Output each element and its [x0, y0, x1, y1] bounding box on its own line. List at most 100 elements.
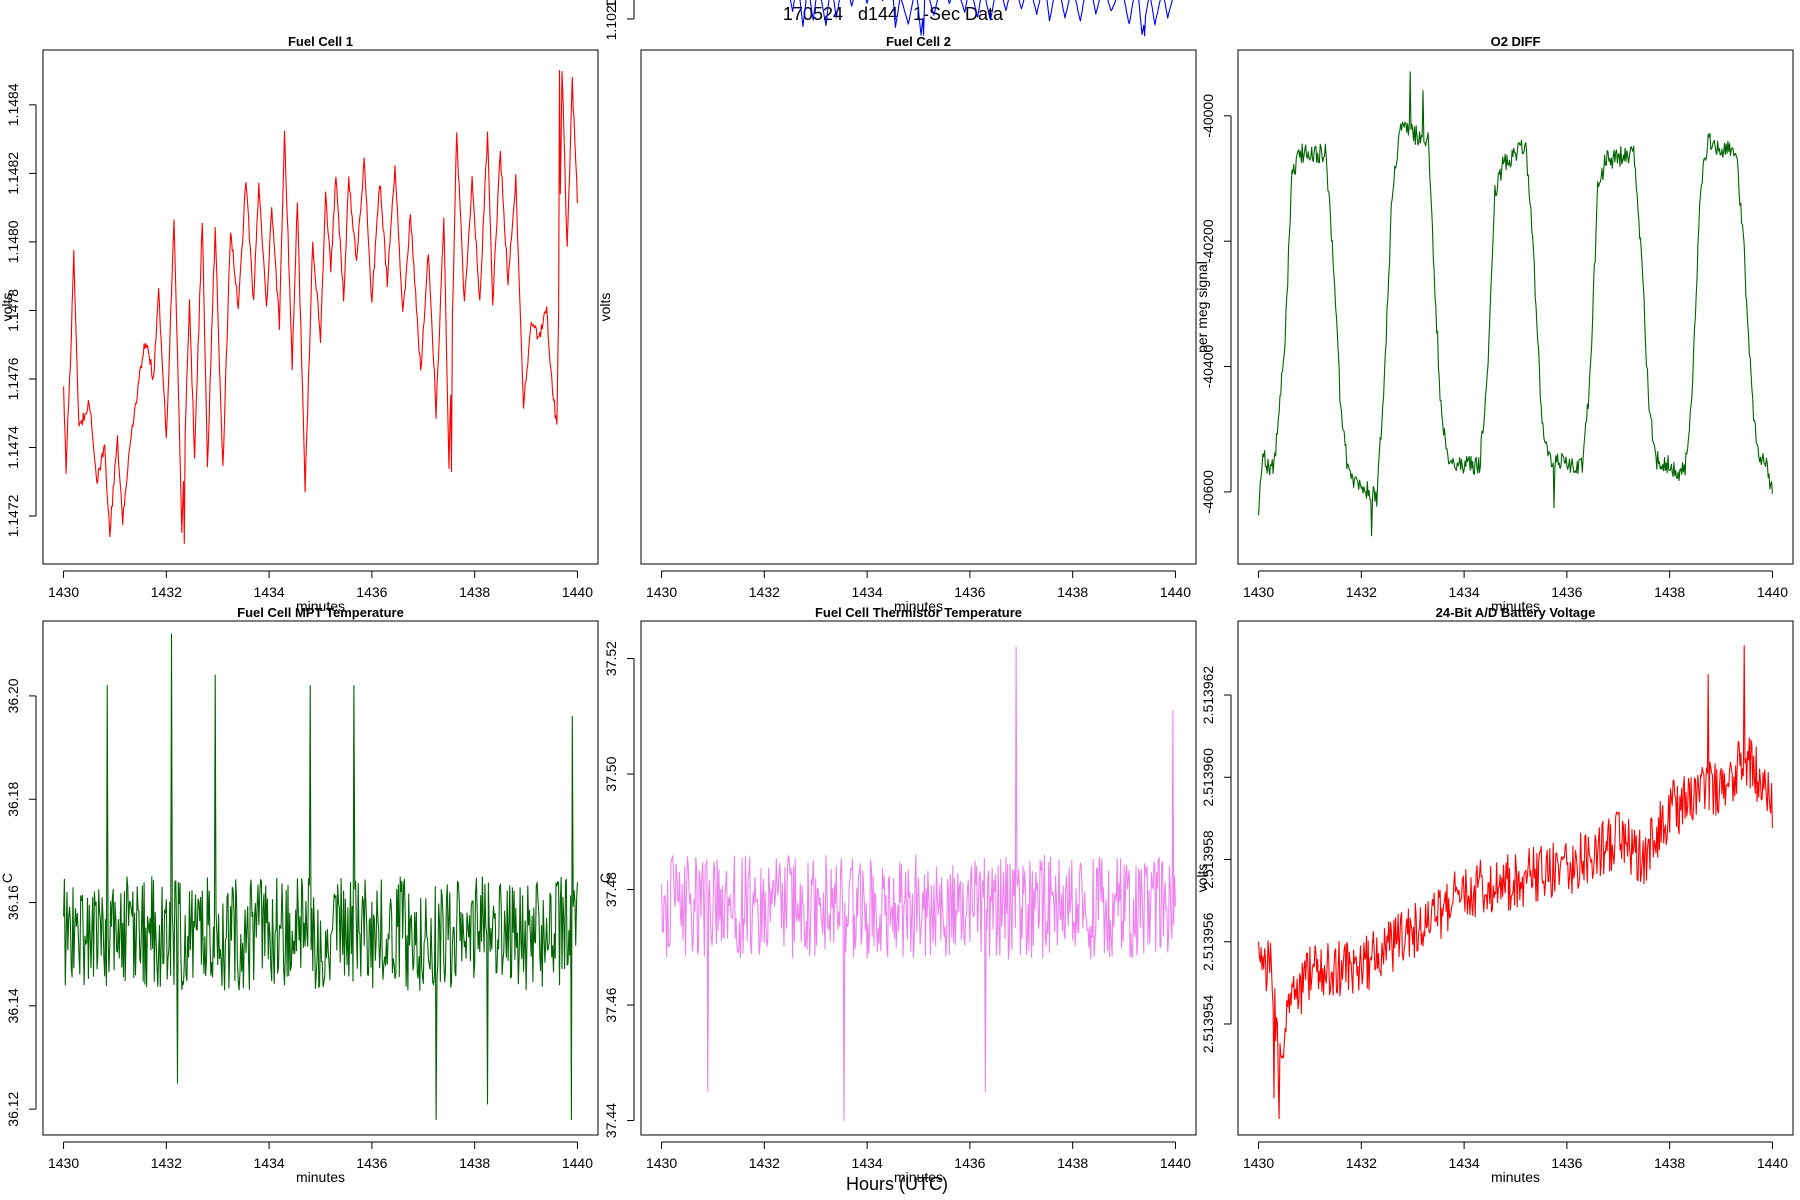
x-tick-label: 1432	[151, 1155, 182, 1171]
x-tick-label: 1436	[954, 584, 985, 600]
x-axis-label: minutes	[894, 598, 943, 614]
plot-frame	[640, 620, 1197, 1136]
y-axis-label: volts	[0, 293, 15, 322]
y-axis-label: per meg signal	[1194, 261, 1210, 353]
y-tick-label: 36.18	[5, 781, 21, 816]
y-tick-label: 1.1484	[5, 83, 21, 126]
panel-title: Fuel Cell Thermistor Temperature	[815, 605, 1022, 620]
x-tick-label: 1434	[1449, 584, 1480, 600]
x-tick-label: 1440	[562, 1155, 593, 1171]
x-tick-label: 1432	[151, 584, 182, 600]
plot-frame	[1237, 49, 1794, 565]
y-axis-label: volts	[1194, 864, 1210, 893]
x-tick-label: 1436	[356, 1155, 387, 1171]
y-tick-label: 2.513962	[1200, 666, 1216, 725]
x-tick-label: 1432	[1346, 584, 1377, 600]
y-tick-label: -40400	[1200, 345, 1216, 389]
y-tick-label: 37.52	[603, 641, 619, 676]
x-axis-label: minutes	[1491, 598, 1540, 614]
x-tick-label: 1440	[1757, 584, 1788, 600]
data-series-line	[1258, 645, 1773, 1120]
y-tick-label: 37.48	[603, 872, 619, 907]
panel-title: Fuel Cell 1	[288, 34, 353, 49]
x-axis-label: minutes	[894, 1169, 943, 1185]
x-tick-label: 1430	[1243, 1155, 1274, 1171]
x-tick-label: 1430	[48, 584, 79, 600]
plot-frame	[42, 620, 599, 1136]
y-tick-label: 1.1474	[5, 426, 21, 469]
x-tick-label: 1434	[254, 1155, 285, 1171]
y-tick-label: 36.20	[5, 678, 21, 713]
y-tick-label: 1.1478	[5, 289, 21, 332]
panel-title: 24-Bit A/D Battery Voltage	[1436, 605, 1596, 620]
data-series-line	[1258, 71, 1773, 537]
data-series-line	[661, 646, 1176, 1122]
y-tick-label: 1.1015	[603, 0, 619, 8]
y-axis-label: volts	[597, 293, 613, 322]
data-series-line	[789, 0, 1173, 37]
data-series-line	[63, 70, 578, 544]
x-tick-label: 1438	[1057, 1155, 1088, 1171]
panel-title: Fuel Cell 2	[886, 34, 951, 49]
x-tick-label: 1440	[1160, 1155, 1191, 1171]
x-tick-label: 1440	[1757, 1155, 1788, 1171]
x-tick-label: 1436	[1551, 584, 1582, 600]
y-tick-label: 2.513960	[1200, 748, 1216, 807]
panel-3: O2 DIFF 1430 1432 1434 1436 1438 1440 minutes -4…	[1194, 34, 1794, 614]
y-tick-label: 36.16	[5, 885, 21, 920]
x-tick-label: 1434	[1449, 1155, 1480, 1171]
plot-frame	[42, 49, 599, 565]
y-tick-label: 1.1020	[603, 0, 619, 40]
panel-5: Fuel Cell Thermistor Temperature 1430 1432…	[597, 605, 1197, 1185]
x-tick-label: 1436	[356, 584, 387, 600]
y-tick-label: 2.513956	[1200, 912, 1216, 971]
x-tick-label: 1436	[954, 1155, 985, 1171]
y-tick-label: -40000	[1200, 94, 1216, 138]
y-tick-label: 37.46	[603, 987, 619, 1022]
y-tick-label: 1.1482	[5, 152, 21, 195]
x-tick-label: 1434	[852, 1155, 883, 1171]
y-tick-label: 36.12	[5, 1091, 21, 1126]
x-tick-label: 1438	[1654, 584, 1685, 600]
x-tick-label: 1430	[646, 584, 677, 600]
y-tick-label: 2.513958	[1200, 830, 1216, 889]
y-tick-label: -40600	[1200, 470, 1216, 514]
y-tick-label: -40200	[1200, 219, 1216, 263]
panel-2: Fuel Cell 2 1430 1432 1434 1436 1438 1440 minut…	[597, 0, 1197, 614]
y-tick-label: 2.513954	[1200, 995, 1216, 1054]
x-tick-label: 1438	[459, 584, 490, 600]
panel-6: 24-Bit A/D Battery Voltage 1430 1432 1434 14…	[1194, 605, 1794, 1185]
x-tick-label: 1438	[1057, 584, 1088, 600]
x-tick-label: 1430	[646, 1155, 677, 1171]
x-tick-label: 1438	[1654, 1155, 1685, 1171]
y-tick-label: 36.14	[5, 988, 21, 1023]
y-tick-label: 1.1480	[5, 220, 21, 263]
x-axis-label: minutes	[296, 598, 345, 614]
plot-frame	[1237, 620, 1794, 1136]
data-series-line	[63, 633, 578, 1121]
plot-frame	[640, 49, 1197, 565]
panel-title: O2 DIFF	[1491, 34, 1541, 49]
x-tick-label: 1432	[1346, 1155, 1377, 1171]
x-tick-label: 1430	[48, 1155, 79, 1171]
y-axis-label: C	[597, 873, 613, 883]
figure-bottom-label: Hours (UTC)	[846, 1174, 948, 1194]
panel-4: Fuel Cell MPT Temperature 1430 1432 1434 143…	[0, 605, 599, 1185]
y-axis-label: C	[0, 873, 15, 883]
panel-title: Fuel Cell MPT Temperature	[237, 605, 404, 620]
x-tick-label: 1436	[1551, 1155, 1582, 1171]
x-tick-label: 1438	[459, 1155, 490, 1171]
x-tick-label: 1440	[562, 584, 593, 600]
y-tick-label: 37.44	[603, 1103, 619, 1138]
x-tick-label: 1430	[1243, 584, 1274, 600]
x-axis-label: minutes	[1491, 1169, 1540, 1185]
panel-1: Fuel Cell 1 1430 1432 1434 1436 1438 1440 minut…	[0, 34, 599, 614]
y-tick-label: 37.50	[603, 756, 619, 791]
y-tick-label: 1.1472	[5, 494, 21, 537]
x-tick-label: 1432	[749, 1155, 780, 1171]
x-tick-label: 1432	[749, 584, 780, 600]
y-tick-label: 1.1476	[5, 357, 21, 400]
x-tick-label: 1434	[254, 584, 285, 600]
